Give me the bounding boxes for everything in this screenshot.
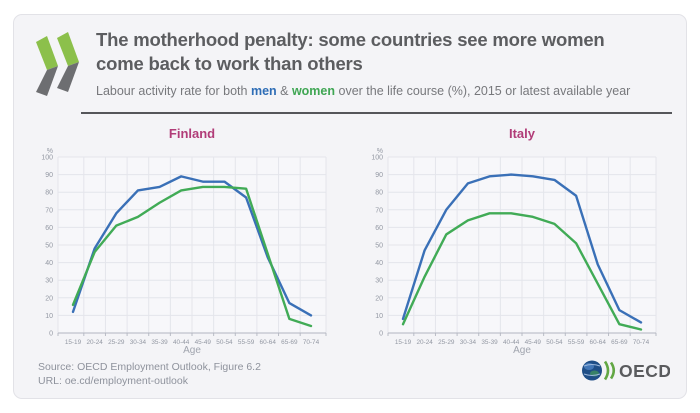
svg-text:65-69: 65-69	[611, 339, 628, 346]
globe-icon	[582, 360, 602, 381]
women-line	[401, 212, 643, 331]
page-title: The motherhood penalty: some countries s…	[96, 28, 630, 77]
oecd-chevrons-svg	[36, 32, 79, 96]
header-divider	[81, 112, 672, 114]
source-line1: Source: OECD Employment Outlook, Figure …	[38, 360, 261, 373]
svg-text:30: 30	[375, 278, 383, 285]
men-line	[401, 173, 643, 324]
svg-text:80: 80	[375, 190, 383, 197]
oecd-chevrons-icon	[34, 30, 82, 103]
svg-text:40-44: 40-44	[173, 339, 190, 346]
svg-text:25-29: 25-29	[108, 339, 125, 346]
page-subtitle: Labour activity rate for both men & wome…	[96, 84, 630, 98]
svg-text:20: 20	[375, 295, 383, 302]
svg-text:60: 60	[45, 225, 53, 232]
svg-text:45-49: 45-49	[195, 339, 212, 346]
subtitle-ampersand: &	[276, 83, 292, 98]
svg-text:15-19: 15-19	[65, 339, 82, 346]
italy-chart-block: Italy 0 10 20 30 40 50 60 70 80 90 100 15-19 20-24 25…	[360, 122, 670, 356]
svg-text:50: 50	[375, 243, 383, 250]
svg-text:%: %	[47, 148, 53, 155]
svg-text:30: 30	[45, 278, 53, 285]
svg-text:30-34: 30-34	[130, 339, 147, 346]
charts-row: Finland 0 10 20 30 40 50 60 70 80 90 100 15-19 20-24…	[14, 114, 686, 356]
svg-text:0: 0	[379, 331, 383, 338]
subtitle-women-keyword: women	[291, 83, 336, 98]
svg-text:10: 10	[375, 313, 383, 320]
svg-text:50-54: 50-54	[546, 339, 563, 346]
svg-text:40: 40	[375, 260, 383, 267]
finland-chart-block: Finland 0 10 20 30 40 50 60 70 80 90 100 15-19 20-24…	[30, 122, 340, 356]
italy-chart-title: Italy	[508, 126, 535, 141]
svg-text:15-19: 15-19	[395, 339, 412, 346]
svg-text:65-69: 65-69	[281, 339, 298, 346]
svg-text:50: 50	[45, 243, 53, 250]
svg-text:90: 90	[375, 172, 383, 179]
svg-text:0: 0	[49, 331, 53, 338]
svg-text:30-34: 30-34	[460, 339, 477, 346]
svg-text:10: 10	[45, 313, 53, 320]
svg-text:%: %	[377, 148, 383, 155]
svg-text:40-44: 40-44	[503, 339, 520, 346]
svg-text:50-54: 50-54	[216, 339, 233, 346]
oecd-logo: OECD	[580, 357, 671, 389]
finland-chart-title: Finland	[168, 126, 216, 141]
svg-text:70: 70	[45, 207, 53, 214]
svg-text:70-74: 70-74	[303, 339, 320, 346]
svg-text:60-64: 60-64	[590, 339, 607, 346]
svg-text:35-39: 35-39	[481, 339, 498, 346]
oecd-logo-svg: OECD	[582, 360, 671, 381]
svg-text:90: 90	[45, 172, 53, 179]
svg-text:55-59: 55-59	[238, 339, 255, 346]
svg-text:100: 100	[41, 155, 53, 162]
svg-text:25-29: 25-29	[438, 339, 455, 346]
svg-text:35-39: 35-39	[151, 339, 168, 346]
svg-text:70-74: 70-74	[633, 339, 650, 346]
slide-card: The motherhood penalty: some countries s…	[13, 14, 687, 399]
svg-text:100: 100	[371, 155, 383, 162]
svg-text:60: 60	[375, 225, 383, 232]
svg-text:OECD: OECD	[619, 361, 670, 381]
svg-text:55-59: 55-59	[568, 339, 585, 346]
svg-text:20-24: 20-24	[416, 339, 433, 346]
svg-text:20-24: 20-24	[86, 339, 103, 346]
finland-xaxis-label: Age	[183, 345, 201, 356]
italy-chart: 0 10 20 30 40 50 60 70 80 90 100 15-19 20-24 25-29 30-…	[371, 148, 657, 346]
svg-text:60-64: 60-64	[260, 339, 277, 346]
svg-text:45-49: 45-49	[525, 339, 542, 346]
svg-text:20: 20	[45, 295, 53, 302]
svg-text:80: 80	[45, 190, 53, 197]
page-title-line1: The motherhood penalty: some countries s…	[96, 29, 605, 50]
finland-chart: 0 10 20 30 40 50 60 70 80 90 100 15-19 20-24 25-29 30-…	[41, 148, 327, 346]
svg-text:70: 70	[375, 207, 383, 214]
svg-text:40: 40	[45, 260, 53, 267]
subtitle-men-keyword: men	[250, 83, 277, 98]
source-line2: URL: oe.cd/employment-outlook	[38, 375, 188, 388]
source-note: Source: OECD Employment Outlook, Figure …	[38, 360, 261, 389]
italy-xaxis-label: Age	[513, 345, 531, 356]
header: The motherhood penalty: some countries s…	[14, 15, 686, 103]
subtitle-suffix: over the life course (%), 2015 or latest…	[335, 83, 631, 98]
header-text: The motherhood penalty: some countries s…	[96, 28, 630, 98]
page-title-line2: come back to work than others	[96, 53, 363, 75]
subtitle-prefix: Labour activity rate for both	[96, 83, 251, 98]
women-line	[71, 185, 313, 328]
footer: Source: OECD Employment Outlook, Figure …	[38, 357, 671, 389]
